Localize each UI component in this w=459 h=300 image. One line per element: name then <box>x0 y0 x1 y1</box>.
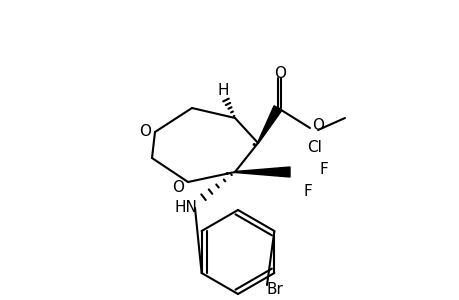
Text: •: • <box>250 140 257 150</box>
Polygon shape <box>257 106 281 143</box>
Text: F: F <box>303 184 312 200</box>
Text: Br: Br <box>266 283 283 298</box>
Text: O: O <box>172 179 184 194</box>
Text: HN: HN <box>174 200 197 215</box>
Text: Cl: Cl <box>306 140 321 155</box>
Text: O: O <box>311 118 323 133</box>
Text: F: F <box>319 163 328 178</box>
Text: O: O <box>274 65 285 80</box>
Polygon shape <box>235 167 289 177</box>
Text: H: H <box>217 82 228 98</box>
Text: O: O <box>139 124 151 140</box>
Text: •: • <box>223 169 230 179</box>
